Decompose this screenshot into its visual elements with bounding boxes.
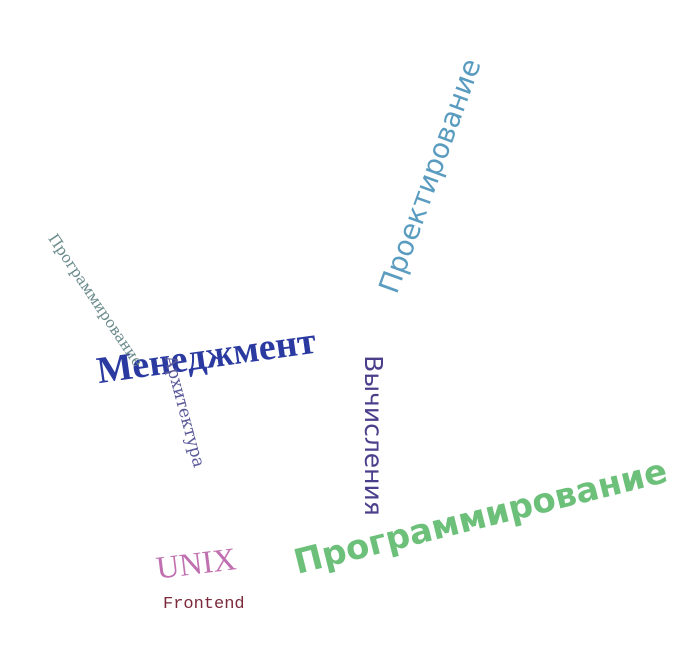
word-programmirovanie-large: Программирование — [289, 451, 671, 583]
word-proektirovanie: Проектирование — [371, 54, 488, 298]
word-frontend: Frontend — [163, 594, 245, 614]
word-vychisleniya: Вычисления — [358, 354, 388, 516]
word-programmirovanie-small: Программирование — [44, 229, 147, 370]
word-unix: UNIX — [154, 540, 238, 586]
